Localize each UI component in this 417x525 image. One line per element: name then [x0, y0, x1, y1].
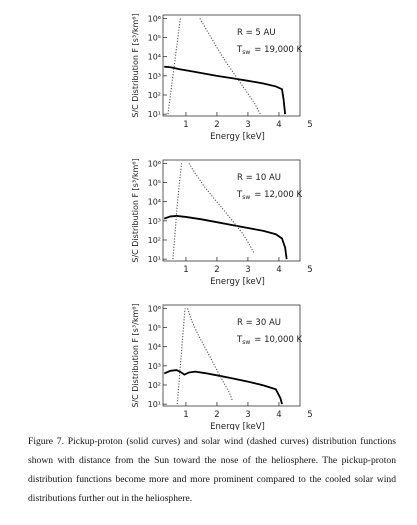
y-tick-label: 10⁵ [148, 34, 161, 43]
annotation-temperature: Tsw = 19,000 K [236, 45, 303, 56]
y-axis-label: S/C Distribution F [s³/km⁶] [131, 303, 140, 407]
x-axis-label: Energy [keV] [210, 422, 265, 430]
y-tick-label: 10⁵ [148, 179, 161, 188]
x-tick-label: 3 [245, 120, 250, 130]
x-tick-label: 5 [307, 265, 312, 275]
temperature-subscript: sw [242, 194, 250, 201]
x-tick-label: 3 [245, 265, 250, 275]
panel: 10¹ 10² 10³ 10⁴ 10⁵ 10⁶ 1 2 3 4 5 Energy [keV] S/C D… [131, 13, 313, 142]
y-tick-label: 10⁶ [148, 159, 161, 168]
x-tick-label: 2 [214, 265, 219, 275]
annotation-distance: R = 5 AU [237, 28, 276, 38]
temperature-value: = 19,000 K [254, 45, 302, 55]
plot-frame [162, 14, 301, 117]
plot-frame [162, 159, 301, 262]
y-tick-label: 10⁵ [148, 324, 161, 333]
y-tick-label: 10³ [148, 217, 161, 226]
x-axis-label: Energy [keV] [210, 132, 265, 142]
x-tick-label: 4 [276, 120, 281, 130]
annotation-distance: R = 10 AU [237, 173, 281, 183]
x-tick-label: 1 [183, 120, 188, 130]
x-tick-label: 5 [307, 120, 312, 130]
y-tick-label: 10⁶ [148, 304, 161, 313]
temperature-symbol: T [236, 45, 243, 55]
temperature-value: = 12,000 K [254, 190, 302, 200]
figure: 10¹ 10² 10³ 10⁴ 10⁵ 10⁶ 1 2 3 4 5 Energy [keV] S/C D… [131, 13, 313, 430]
y-tick-label: 10⁴ [148, 343, 161, 352]
y-tick-label: 10² [148, 381, 161, 390]
annotation-distance: R = 30 AU [237, 318, 281, 328]
dotted-curve [176, 308, 186, 405]
x-tick-label: 3 [245, 410, 250, 420]
y-axis-label: S/C Distribution F [s³/km⁶] [131, 158, 140, 262]
x-tick-label: 1 [183, 410, 188, 420]
x-tick-label: 4 [276, 265, 281, 275]
y-tick-label: 10³ [148, 72, 161, 81]
temperature-subscript: sw [242, 49, 250, 56]
x-tick-label: 2 [214, 410, 219, 420]
x-tick-label: 1 [183, 265, 188, 275]
dotted-curve [172, 163, 183, 260]
y-axis-label: S/C Distribution F [s³/km⁶] [131, 13, 140, 117]
dotted-curve [167, 18, 181, 115]
y-tick-label: 10³ [148, 362, 161, 371]
x-axis-label: Energy [keV] [210, 277, 265, 287]
panel: 10¹ 10² 10³ 10⁴ 10⁵ 10⁶ 1 2 3 4 5 Energy [keV] S/C D… [131, 158, 313, 287]
x-tick-label: 2 [214, 120, 219, 130]
dotted-curve [188, 163, 255, 254]
plot-frame [162, 304, 301, 407]
dotted-curve [199, 18, 261, 115]
y-tick-label: 10² [148, 236, 161, 245]
annotation-temperature: Tsw = 10,000 K [236, 335, 303, 346]
solid-curve [163, 215, 288, 260]
y-tick-label: 10² [148, 91, 161, 100]
temperature-value: = 10,000 K [254, 335, 302, 345]
dotted-curve [186, 308, 233, 401]
annotation-temperature: Tsw = 12,000 K [236, 190, 303, 201]
y-tick-label: 10⁴ [148, 53, 161, 62]
caption: Figure 7. Pickup-proton (solid curves) a… [28, 436, 396, 504]
y-tick-label: 10¹ [148, 255, 161, 264]
solid-curve [163, 369, 283, 405]
temperature-symbol: T [236, 190, 243, 200]
solid-curve [164, 65, 287, 115]
temperature-symbol: T [236, 335, 243, 345]
temperature-subscript: sw [242, 339, 250, 346]
y-tick-label: 10⁴ [148, 198, 161, 207]
y-tick-label: 10¹ [148, 400, 161, 409]
x-tick-label: 4 [276, 410, 281, 420]
panel: 10¹ 10² 10³ 10⁴ 10⁵ 10⁶ 1 2 3 4 5 Energy [keV] S/C D… [131, 303, 313, 430]
y-tick-label: 10¹ [148, 110, 161, 119]
y-tick-label: 10⁶ [148, 14, 161, 23]
x-tick-label: 5 [307, 410, 312, 420]
